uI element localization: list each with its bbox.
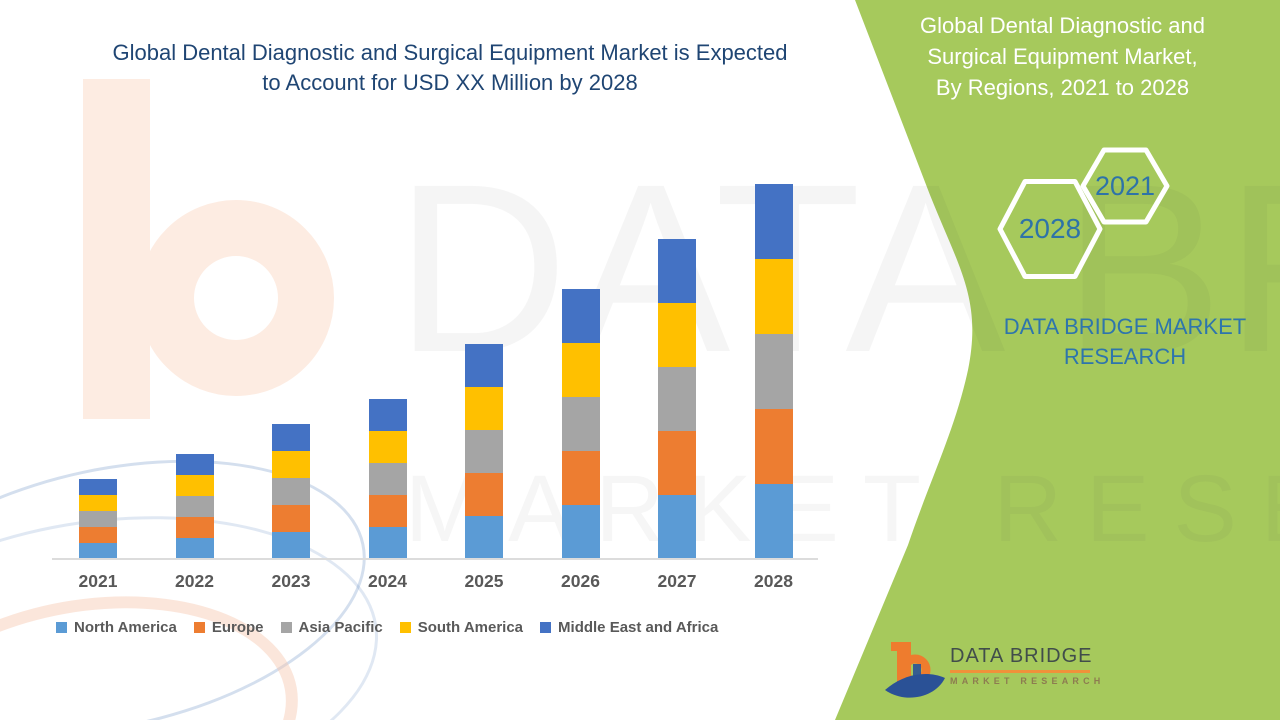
segment-middle-east-and-africa-2024 [368, 399, 407, 431]
legend-swatch-south-america [399, 622, 411, 633]
stacked-bar-2024 [368, 399, 407, 559]
segment-north-america-2022 [175, 538, 214, 559]
x-axis-label-2021: 2021 [78, 571, 118, 591]
segment-north-america-2023 [272, 532, 310, 559]
logo-sub-text: MARKET RESEARCH [950, 676, 1105, 686]
segment-europe-2024 [368, 495, 407, 527]
segment-europe-2021 [79, 527, 117, 543]
segment-south-america-2023 [272, 451, 310, 478]
segment-asia-pacific-2022 [175, 496, 214, 517]
legend-swatch-europe [193, 622, 205, 633]
segment-asia-pacific-2025 [465, 430, 503, 473]
stacked-bar-2027 [658, 239, 696, 559]
segment-south-america-2028 [754, 259, 793, 334]
sidebar-title: Global Dental Diagnostic and Surgical Eq… [875, 10, 1250, 103]
segment-middle-east-and-africa-2026 [561, 289, 600, 343]
x-axis-label-2023: 2023 [271, 571, 311, 591]
legend-label-middle-east-and-africa: Middle East and Africa [558, 619, 719, 636]
data-bridge-logo-icon [885, 642, 945, 698]
segment-asia-pacific-2024 [368, 463, 407, 495]
hexagon-2021 [1080, 147, 1170, 225]
segment-asia-pacific-2021 [79, 511, 117, 527]
legend-swatch-middle-east-and-africa [540, 622, 552, 633]
legend-item-south-america: South America [399, 619, 524, 636]
legend-item-europe: Europe [193, 619, 264, 636]
segment-south-america-2025 [465, 387, 503, 430]
segment-south-america-2026 [561, 343, 600, 397]
segment-south-america-2024 [368, 431, 407, 463]
stacked-bar-2023 [272, 424, 310, 559]
chart-legend: North America Europe Asia Pacific South Ame… [56, 619, 718, 636]
segment-south-america-2022 [175, 475, 214, 496]
segment-europe-2022 [175, 517, 214, 538]
segment-asia-pacific-2027 [658, 367, 696, 431]
legend-item-middle-east-and-africa: Middle East and Africa [540, 619, 718, 636]
segment-north-america-2027 [658, 495, 696, 559]
segment-south-america-2021 [79, 495, 117, 511]
segment-middle-east-and-africa-2027 [658, 239, 696, 303]
segment-asia-pacific-2023 [272, 478, 310, 505]
segment-europe-2028 [754, 409, 793, 484]
stacked-bar-2028 [754, 184, 793, 559]
segment-europe-2027 [658, 431, 696, 495]
hexagon-year-2021: 2021 [1094, 171, 1156, 201]
sidebar-brand-line2: RESEARCH [1063, 344, 1187, 369]
segment-asia-pacific-2026 [561, 397, 600, 451]
stacked-bar-2021 [79, 479, 117, 559]
segment-europe-2025 [465, 473, 503, 516]
sidebar-title-line3: By Regions, 2021 to 2028 [935, 75, 1190, 100]
segment-middle-east-and-africa-2025 [465, 344, 503, 387]
sidebar-title-line1: Global Dental Diagnostic and [920, 13, 1205, 38]
stacked-bar-2026 [561, 289, 600, 559]
logo-divider-line [950, 670, 1090, 673]
sidebar-brand-line1: DATA BRIDGE MARKET [1003, 314, 1247, 339]
legend-label-north-america: North America [74, 619, 177, 636]
logo-name-text: DATA BRIDGE [950, 645, 1093, 667]
x-axis-label-2024: 2024 [368, 571, 407, 591]
legend-item-asia-pacific: Asia Pacific [280, 619, 383, 636]
x-axis-label-2026: 2026 [561, 571, 600, 591]
hexagon-2028 [997, 179, 1103, 279]
segment-north-america-2025 [465, 516, 503, 559]
sidebar-title-line2: Surgical Equipment Market, [927, 44, 1198, 69]
x-axis-label-2025: 2025 [464, 571, 504, 591]
sidebar-brand-text: DATA BRIDGE MARKET RESEARCH [960, 312, 1280, 372]
chart-title: Global Dental Diagnostic and Surgical Eq… [30, 38, 870, 98]
legend-label-south-america: South America [417, 619, 524, 636]
segment-europe-2023 [272, 505, 310, 532]
legend-label-europe: Europe [211, 619, 264, 636]
segment-asia-pacific-2028 [754, 334, 793, 409]
segment-north-america-2024 [368, 527, 407, 559]
stacked-bar-2022 [175, 454, 214, 559]
x-axis-label-2028: 2028 [754, 571, 793, 591]
segment-south-america-2027 [658, 303, 696, 367]
segment-middle-east-and-africa-2023 [272, 424, 310, 451]
segment-north-america-2028 [754, 484, 793, 559]
stacked-bar-2025 [465, 344, 503, 559]
segment-middle-east-and-africa-2021 [79, 479, 117, 495]
segment-north-america-2021 [79, 543, 117, 559]
x-axis-label-2022: 2022 [175, 571, 214, 591]
chart-title-line2: to Account for USD XX Million by 2028 [262, 70, 638, 95]
year-hexagons [997, 147, 1170, 279]
segment-middle-east-and-africa-2028 [754, 184, 793, 259]
segment-middle-east-and-africa-2022 [175, 454, 214, 475]
legend-swatch-north-america [56, 622, 67, 633]
chart-title-line1: Global Dental Diagnostic and Surgical Eq… [112, 40, 788, 65]
hexagon-year-2028: 2028 [1018, 213, 1082, 244]
x-axis-label-2027: 2027 [657, 571, 697, 591]
segment-europe-2026 [561, 451, 600, 505]
legend-swatch-asia-pacific [280, 622, 292, 633]
legend-item-north-america: North America [56, 619, 177, 636]
legend-label-asia-pacific: Asia Pacific [298, 619, 383, 636]
x-axis-line [52, 558, 818, 560]
segment-north-america-2026 [561, 505, 600, 559]
